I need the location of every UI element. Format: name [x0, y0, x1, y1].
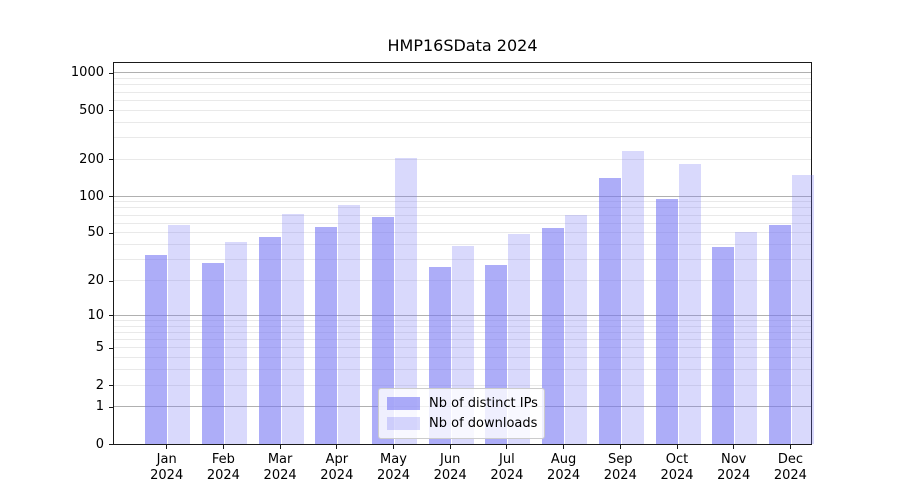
y-tick-label: 200: [79, 151, 104, 167]
x-tick-mark: [789, 444, 791, 449]
x-tick-mark: [166, 444, 168, 449]
gridline-minor: [114, 232, 811, 234]
x-tick-mark: [676, 444, 678, 449]
x-tick-mark: [619, 444, 621, 449]
legend-swatch-downloads: [387, 417, 420, 430]
y-tick-mark: [109, 72, 113, 74]
bar-distinct-ips: [598, 178, 621, 444]
x-tick-label: Jan 2024: [150, 451, 184, 483]
x-tick-mark: [506, 444, 508, 449]
bar-distinct-ips: [655, 198, 678, 444]
gridline-minor: [114, 207, 811, 209]
bar-distinct-ips: [372, 217, 394, 444]
bar-downloads: [395, 157, 417, 444]
x-tick-mark: [393, 444, 394, 449]
gridline-minor: [114, 201, 811, 203]
x-tick-label: May 2024: [376, 451, 411, 483]
x-tick-label: Mar 2024: [263, 451, 297, 483]
x-tick-label: Nov 2024: [717, 451, 751, 483]
gridline-minor: [114, 136, 811, 138]
y-tick-mark: [109, 110, 113, 112]
bar-downloads: [565, 215, 588, 444]
bar-downloads: [168, 225, 191, 444]
gridline-minor: [114, 99, 811, 101]
bar-distinct-ips: [768, 225, 791, 444]
x-tick-mark: [563, 444, 565, 449]
y-tick-mark: [109, 444, 113, 445]
gridline-minor: [114, 109, 811, 111]
bar-distinct-ips: [315, 226, 338, 444]
y-tick-mark: [109, 347, 113, 349]
legend-label: Nb of downloads: [429, 416, 538, 431]
x-tick-mark: [336, 444, 338, 449]
x-tick-label: Feb 2024: [206, 451, 240, 483]
bar-downloads: [735, 231, 758, 444]
bar-distinct-ips: [201, 263, 224, 444]
gridline-decade: [114, 195, 811, 197]
y-tick-mark: [109, 315, 113, 317]
x-tick-mark: [222, 444, 224, 449]
bar-downloads: [224, 242, 247, 444]
y-tick-label: 2: [95, 377, 104, 393]
bar-distinct-ips: [258, 237, 281, 444]
x-tick-mark: [279, 444, 281, 449]
y-tick-label: 20: [87, 273, 104, 288]
x-tick-label: Sep 2024: [603, 451, 637, 483]
legend-row: Nb of downloads: [387, 416, 538, 431]
x-tick-label: Dec 2024: [773, 451, 807, 483]
gridline-minor: [114, 214, 811, 216]
y-tick-mark: [109, 196, 113, 198]
x-tick-label: Aug 2024: [547, 451, 581, 483]
legend-swatch-distinct-ips: [387, 397, 420, 410]
y-tick-label: 5: [95, 340, 104, 356]
y-tick-label: 1: [95, 399, 104, 415]
gridline-minor: [114, 222, 811, 224]
x-tick-mark: [733, 444, 735, 449]
bar-downloads: [791, 174, 814, 444]
x-tick-label: Jul 2024: [490, 451, 524, 483]
gridline-minor: [114, 158, 811, 160]
y-tick-mark: [109, 385, 113, 386]
y-tick-label: 500: [79, 102, 104, 118]
gridline-decade: [114, 72, 811, 74]
gridline-minor: [114, 84, 811, 86]
chart-title: HMP16SData 2024: [387, 36, 538, 55]
bar-downloads: [338, 204, 361, 444]
legend-label: Nb of distinct IPs: [429, 396, 538, 411]
gridline-minor: [114, 78, 811, 79]
y-tick-label: 0: [95, 436, 104, 452]
bar-distinct-ips: [542, 227, 565, 444]
y-tick-mark: [109, 280, 113, 282]
y-tick-mark: [109, 406, 113, 408]
gridline-minor: [114, 121, 811, 123]
bar-downloads: [678, 163, 701, 444]
x-tick-label: Jun 2024: [433, 451, 467, 483]
legend: Nb of distinct IPs Nb of downloads: [378, 388, 545, 439]
y-tick-label: 10: [87, 307, 104, 323]
gridline-minor: [114, 91, 811, 93]
x-tick-label: Apr 2024: [320, 451, 354, 483]
y-tick-label: 50: [87, 225, 104, 241]
x-tick-label: Oct 2024: [660, 451, 694, 483]
y-tick-mark: [109, 232, 113, 234]
bar-downloads: [281, 214, 304, 444]
y-tick-label: 100: [79, 188, 104, 204]
bar-distinct-ips: [712, 247, 735, 444]
legend-row: Nb of distinct IPs: [387, 396, 538, 411]
bar-downloads: [621, 150, 644, 444]
x-tick-mark: [449, 444, 451, 449]
y-tick-label: 1000: [70, 65, 104, 81]
y-tick-mark: [109, 159, 113, 161]
bar-distinct-ips: [145, 254, 168, 444]
